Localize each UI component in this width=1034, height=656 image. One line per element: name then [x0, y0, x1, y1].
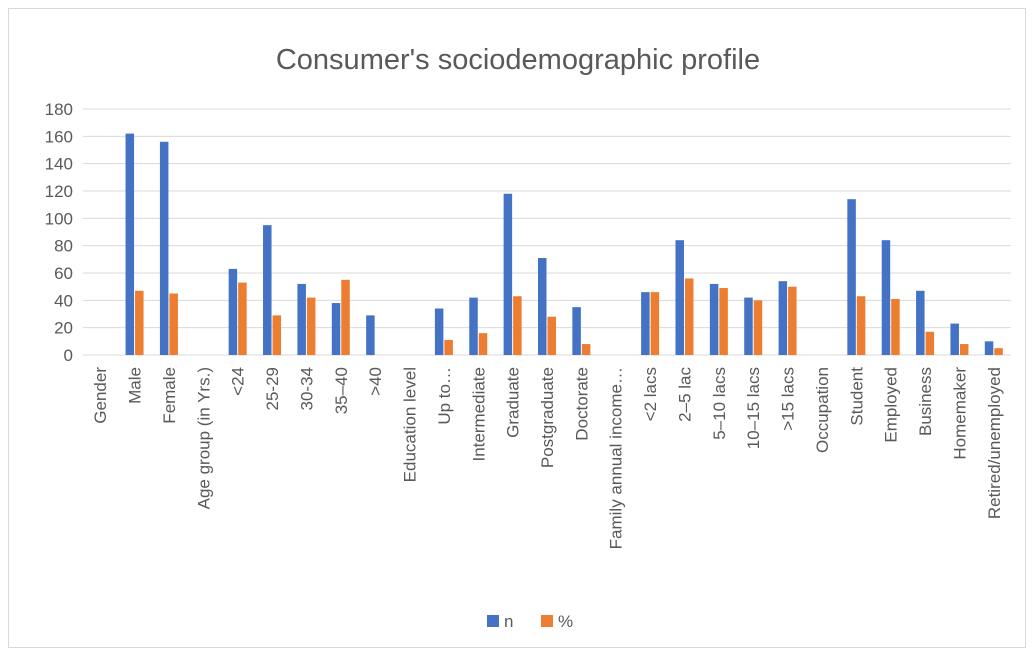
y-tick-label: 40	[54, 291, 73, 310]
bar-percent	[753, 300, 763, 355]
bar-n	[675, 240, 684, 355]
bar-percent	[788, 286, 797, 355]
x-tick-label: Up to…	[435, 367, 454, 425]
y-axis: 0 20 40 60 80 100 120 140 160 180	[45, 100, 73, 365]
bar-n	[950, 323, 959, 355]
bar-n	[984, 341, 994, 355]
x-tick-label: Retired/unemployed	[985, 367, 1004, 519]
x-axis: Gender Male Female Age group (in Yrs.) <24 25…	[91, 367, 1004, 550]
bar-percent	[306, 297, 316, 355]
bar-percent	[891, 298, 900, 355]
x-tick-label: >40	[366, 367, 385, 396]
bar-percent	[650, 292, 660, 355]
bar-n	[709, 283, 719, 355]
x-tick-label: 25-29	[263, 367, 282, 410]
x-tick-label: Business	[916, 367, 935, 436]
bar-percent	[169, 293, 178, 355]
x-tick-label: Doctorate	[572, 367, 591, 441]
bar-percent	[513, 296, 522, 355]
y-tick-label: 80	[54, 237, 73, 256]
bar-percent	[547, 316, 556, 355]
legend-swatch-percent	[541, 615, 553, 627]
y-tick-label: 140	[45, 155, 73, 174]
x-tick-label: Postgraduate	[538, 367, 557, 468]
x-tick-label: Female	[160, 367, 179, 424]
x-tick-label: Intermediate	[469, 367, 488, 462]
bar-n	[469, 297, 478, 355]
bar-percent	[684, 278, 694, 355]
bar-n	[434, 308, 444, 355]
bar-percent	[925, 331, 935, 355]
x-tick-label: 5–10 lacs	[710, 367, 729, 440]
bar-n	[331, 303, 341, 355]
bar-n	[778, 281, 788, 355]
x-tick-label: 30-34	[297, 367, 316, 410]
x-tick-label: Male	[126, 367, 145, 404]
bar-n	[572, 307, 581, 355]
legend-label-percent: %	[558, 612, 573, 631]
bar-percent	[581, 344, 591, 355]
bar-n	[881, 240, 891, 355]
x-tick-label: Gender	[91, 367, 110, 424]
bar-percent	[135, 290, 144, 355]
x-tick-label: 10–15 lacs	[744, 367, 763, 449]
y-tick-label: 180	[45, 100, 73, 119]
bar-n	[847, 199, 856, 355]
bar-percent	[478, 333, 488, 355]
bar-percent	[238, 282, 247, 355]
x-tick-label: 35–40	[332, 367, 351, 414]
x-tick-label: <24	[229, 367, 248, 396]
bar-n	[916, 290, 925, 355]
y-tick-label: 120	[45, 182, 73, 201]
chart-title: Consumer's sociodemographic profile	[276, 44, 760, 76]
bars	[125, 133, 1003, 355]
gridlines	[83, 108, 1011, 356]
y-tick-label: 100	[45, 209, 73, 228]
bar-chart: Consumer's sociodemographic profile 0 20 4…	[45, 44, 1011, 631]
bar-percent	[272, 315, 282, 355]
x-tick-label: Student	[847, 367, 866, 426]
y-tick-label: 20	[54, 319, 73, 338]
bar-n	[297, 283, 306, 355]
bar-n	[744, 297, 753, 355]
bar-n	[228, 268, 238, 355]
bar-n	[366, 315, 375, 355]
x-tick-label: Occupation	[813, 367, 832, 453]
y-tick-label: 60	[54, 264, 73, 283]
bar-percent	[994, 348, 1003, 355]
y-tick-label: 160	[45, 127, 73, 146]
chart-container: Consumer's sociodemographic profile 0 20 4…	[8, 8, 1026, 648]
bar-n	[263, 225, 272, 355]
x-tick-label: Age group (in Yrs.)	[194, 367, 213, 509]
bar-n	[125, 133, 135, 355]
bar-percent	[856, 296, 866, 355]
x-tick-label: Employed	[882, 367, 901, 443]
bar-n	[159, 141, 169, 355]
bar-percent	[719, 288, 728, 355]
bar-n	[641, 292, 650, 355]
x-tick-label: Homemaker	[950, 367, 969, 460]
x-tick-label: 2–5 lac	[675, 367, 694, 422]
x-tick-label: Education level	[401, 367, 420, 482]
legend-label-n: n	[504, 612, 513, 631]
y-tick-label: 0	[64, 346, 73, 365]
bar-n	[538, 257, 547, 355]
bar-n	[503, 193, 513, 355]
x-tick-label: >15 lacs	[779, 367, 798, 431]
legend-swatch-n	[487, 615, 499, 627]
bar-percent	[959, 344, 969, 355]
bar-percent	[444, 339, 453, 355]
x-tick-label: Graduate	[504, 367, 523, 438]
x-tick-label: <2 lacs	[641, 367, 660, 421]
x-tick-label: Family annual income…	[607, 367, 626, 549]
bar-percent	[341, 279, 350, 355]
legend: n%	[487, 612, 573, 631]
